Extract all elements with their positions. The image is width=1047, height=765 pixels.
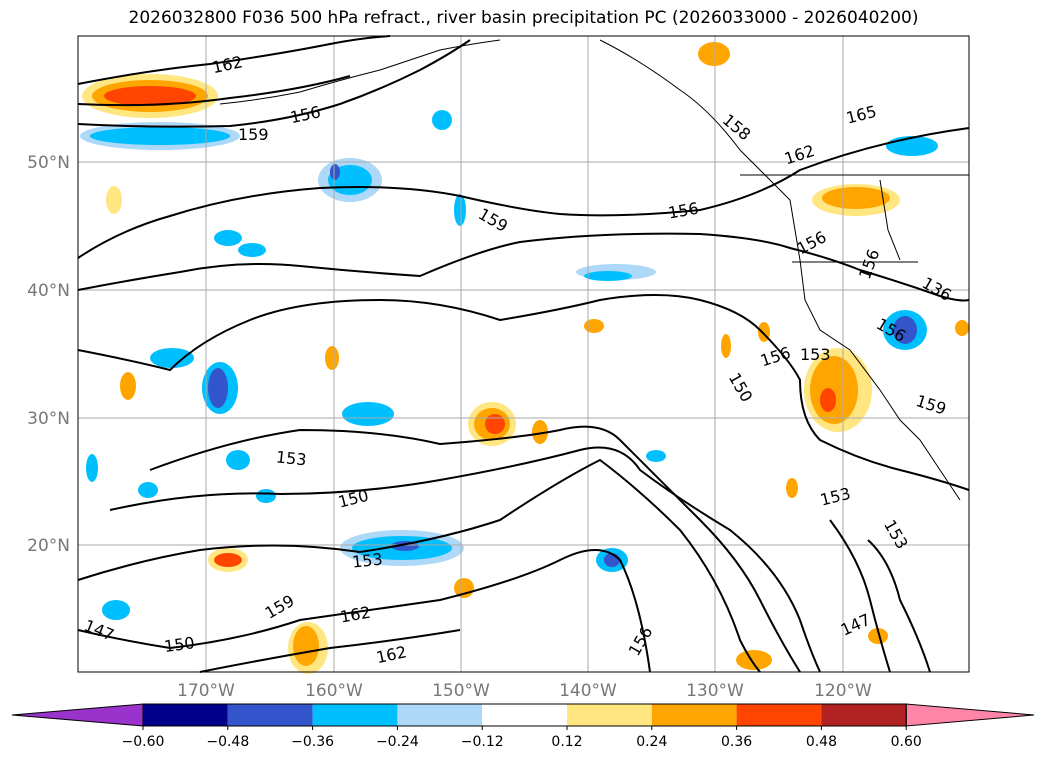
height-contours xyxy=(77,35,970,673)
colorbar-segment xyxy=(736,704,822,726)
colorbar-tick-label: −0.60 xyxy=(122,734,165,750)
colorbar-segment xyxy=(397,704,483,726)
coastlines xyxy=(219,39,969,501)
colorbar-tick-label: −0.48 xyxy=(206,734,249,750)
contour-label: 153 xyxy=(800,345,831,364)
colorbar-tick-label: −0.36 xyxy=(291,734,334,750)
colorbar-extend-high xyxy=(905,703,1035,727)
colorbar-segment xyxy=(143,704,228,726)
colorbar-extend-low xyxy=(11,703,144,727)
colorbar-tick-label: 0.24 xyxy=(636,734,667,750)
colorbar-segment xyxy=(821,704,907,726)
lat-label: 20°N xyxy=(27,536,70,556)
colorbar-segment xyxy=(227,704,313,726)
lat-label: 30°N xyxy=(27,409,70,429)
colorbar-tick-label: −0.24 xyxy=(376,734,419,750)
colorbar-tick-label: 0.12 xyxy=(551,734,582,750)
lon-label: 150°W xyxy=(432,681,490,701)
colorbar-tick-label: 0.36 xyxy=(721,734,752,750)
colorbar-tick-label: 0.60 xyxy=(891,734,922,750)
lon-label: 170°W xyxy=(177,681,235,701)
lon-label: 120°W xyxy=(814,681,872,701)
contour-label: 153 xyxy=(351,550,383,572)
colorbar-tick-label: −0.12 xyxy=(461,734,504,750)
lon-label: 130°W xyxy=(686,681,744,701)
contour-label: 150 xyxy=(163,633,196,656)
lat-label: 50°N xyxy=(27,153,70,173)
lon-label: 160°W xyxy=(305,681,363,701)
lon-label: 140°W xyxy=(559,681,617,701)
colorbar-segment xyxy=(482,704,567,726)
lat-label: 40°N xyxy=(27,281,70,301)
colorbar-frame xyxy=(142,703,907,727)
colorbar: −0.60 −0.48 −0.36 −0.24 −0.12 0.12 0.24 0.36 0.4… xyxy=(11,703,1035,750)
map-title: 2026032800 F036 500 hPa refract., river … xyxy=(128,8,919,28)
contour-label: 153 xyxy=(275,447,307,469)
contour-label: 159 xyxy=(238,125,269,144)
colorbar-tick-label: 0.48 xyxy=(806,734,837,750)
colorbar-segment xyxy=(567,704,652,726)
colorbar-segment xyxy=(312,704,398,726)
map-frame xyxy=(77,35,970,673)
colorbar-segment xyxy=(651,704,737,726)
